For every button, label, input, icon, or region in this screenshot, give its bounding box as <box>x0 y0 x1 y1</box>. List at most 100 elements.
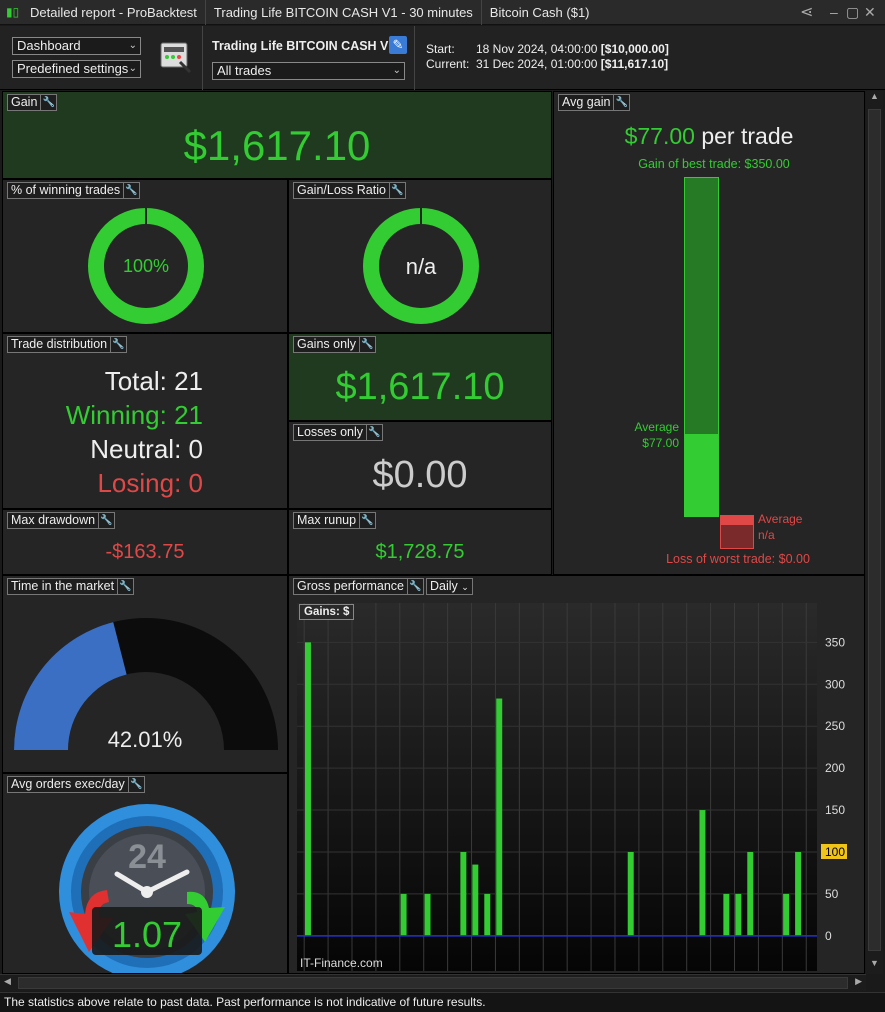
losses-only-panel: Losses only 🔧 $0.00 <box>288 421 552 509</box>
chart-bar[interactable] <box>735 893 742 936</box>
wrench-icon[interactable]: 🔧 <box>367 424 384 441</box>
avg-label: Average <box>634 420 679 434</box>
time-in-market-value: 42.01% <box>107 727 183 752</box>
vertical-scrollbar[interactable]: ▲ ▼ <box>866 91 883 974</box>
winning-label: Winning: <box>65 400 167 430</box>
minimize-icon[interactable]: ‒ <box>830 4 838 20</box>
max-runup-panel: Max runup 🔧 $1,728.75 <box>288 509 552 575</box>
gross-performance-title: Gross performance <box>293 578 408 595</box>
wrench-icon[interactable]: 🔧 <box>41 94 58 111</box>
scroll-thumb[interactable] <box>868 109 881 951</box>
chart-bar[interactable] <box>627 851 634 936</box>
chart-bar[interactable] <box>472 864 479 936</box>
neutral-label: Neutral: <box>90 434 182 464</box>
horizontal-scrollbar[interactable]: ◀ ▶ <box>0 974 866 991</box>
trades-filter-select[interactable]: All trades ⌄ <box>212 62 405 80</box>
wrench-icon[interactable]: 🔧 <box>614 94 631 111</box>
title-tab-strategy[interactable]: Trading Life BITCOIN CASH V1 - 30 minute… <box>206 0 482 25</box>
chart-bar[interactable] <box>496 698 503 936</box>
chevron-down-icon: ⌄ <box>128 40 137 51</box>
time-in-market-title: Time in the market <box>7 578 119 595</box>
wrench-icon[interactable]: 🔧 <box>128 776 145 793</box>
y-tick-label: 150 <box>825 803 845 817</box>
scroll-right-arrow[interactable]: ▶ <box>855 976 862 986</box>
loss-avg-label: Average n/a <box>758 511 802 543</box>
chart-watermark: IT-Finance.com <box>300 956 383 970</box>
gain-loss-ratio-title: Gain/Loss Ratio <box>293 182 390 199</box>
loss-avg-title: Average <box>758 512 803 526</box>
close-icon[interactable]: ✕ <box>864 4 876 20</box>
scroll-hthumb[interactable] <box>18 977 848 989</box>
share-icon[interactable]: ⋖ <box>800 4 814 21</box>
wrench-icon[interactable]: 🔧 <box>407 578 424 595</box>
gain-loss-ratio-value: n/a <box>405 254 437 279</box>
avg-gain-panel: Avg gain 🔧 $77.00 per trade Gain of best … <box>553 91 865 575</box>
y-tick-label: 200 <box>825 761 845 775</box>
settings-select-value: Predefined settings <box>17 61 129 76</box>
chart-bar[interactable] <box>460 851 467 936</box>
chart-bar[interactable] <box>484 893 491 936</box>
current-value: [$11,617.10] <box>600 57 669 71</box>
avg-gain-bar-fill <box>685 434 718 516</box>
losses-only-title: Losses only <box>293 424 368 441</box>
max-runup-value: $1,728.75 <box>375 541 465 563</box>
gains-only-title: Gains only <box>293 336 361 353</box>
winning-trades-panel: % of winning trades 🔧 100% <box>2 179 288 333</box>
best-trade-label: Gain of best trade: $350.00 <box>638 157 790 171</box>
chevron-down-icon: ⌄ <box>128 63 137 74</box>
scroll-up-arrow[interactable]: ▲ <box>870 91 879 101</box>
y-tick-label: 0 <box>825 929 832 943</box>
avg-gain-value: $77.00 <box>624 123 695 149</box>
view-select-value: Dashboard <box>17 38 81 53</box>
chart-bar[interactable] <box>400 893 407 936</box>
max-drawdown-title: Max drawdown <box>7 512 100 529</box>
gross-performance-chart: 0 50 100 150 200 250 300 350 <box>297 603 847 971</box>
chart-bar[interactable] <box>783 893 790 936</box>
wrench-icon[interactable]: 🔧 <box>124 182 141 199</box>
start-date: 18 Nov 2024, 04:00:00 <box>476 42 598 56</box>
worst-trade-bar <box>720 515 754 549</box>
wrench-icon[interactable]: 🔧 <box>118 578 135 595</box>
chart-bar[interactable] <box>304 642 311 936</box>
clock-icon <box>59 804 235 973</box>
chart-bar[interactable] <box>699 810 706 936</box>
wrench-icon[interactable]: 🔧 <box>360 512 377 529</box>
winning-donut <box>88 208 204 324</box>
total-row: Total: 21 <box>3 364 203 398</box>
wrench-icon[interactable]: 🔧 <box>111 336 128 353</box>
edit-strategy-icon[interactable]: ✎ <box>389 36 407 54</box>
start-value: [$10,000.00] <box>600 42 669 56</box>
toolbar-separator <box>414 26 415 90</box>
gain-value: $1,617.10 <box>183 122 371 169</box>
avg-value: $77.00 <box>642 436 679 450</box>
gain-loss-donut <box>363 208 479 324</box>
scroll-down-arrow[interactable]: ▼ <box>870 958 879 968</box>
wrench-icon[interactable]: 🔧 <box>389 182 406 199</box>
period-select[interactable]: Daily ⌄ <box>425 578 473 595</box>
disclaimer-footer: The statistics above relate to past data… <box>0 992 885 1012</box>
settings-select[interactable]: Predefined settings ⌄ <box>12 60 141 78</box>
maximize-icon[interactable]: ▢ <box>846 4 860 20</box>
losing-label: Losing: <box>97 468 182 498</box>
chart-bar[interactable] <box>795 851 802 936</box>
chart-bar[interactable] <box>723 893 730 936</box>
title-tab-report[interactable]: Detailed report - ProBacktest <box>22 0 206 25</box>
y-tick-label: 100 <box>825 845 845 859</box>
avg-orders-value: 1.07 <box>111 914 183 955</box>
time-in-market-panel: Time in the market 🔧 42.01% <box>2 575 288 773</box>
period-value: Daily <box>429 579 458 593</box>
gross-performance-panel: Gross performance 🔧 Daily ⌄ 0 50 100 150 200 2… <box>288 575 865 974</box>
title-tab-instrument[interactable]: Bitcoin Cash ($1) <box>489 4 590 20</box>
app-icon: ▮▯ <box>6 5 20 19</box>
gain-panel: Gain 🔧 $1,617.10 <box>2 91 552 179</box>
chart-bar[interactable] <box>747 851 754 936</box>
report-settings-icon[interactable] <box>160 40 192 74</box>
view-select[interactable]: Dashboard ⌄ <box>12 37 141 55</box>
wrench-icon[interactable]: 🔧 <box>360 336 377 353</box>
scroll-left-arrow[interactable]: ◀ <box>4 976 11 986</box>
loss-avg-value: n/a <box>758 528 775 542</box>
winning-value: 21 <box>174 400 203 430</box>
toolbar: Dashboard ⌄ Predefined settings ⌄ Trading … <box>0 26 885 90</box>
chart-bar[interactable] <box>424 893 431 936</box>
wrench-icon[interactable]: 🔧 <box>99 512 116 529</box>
